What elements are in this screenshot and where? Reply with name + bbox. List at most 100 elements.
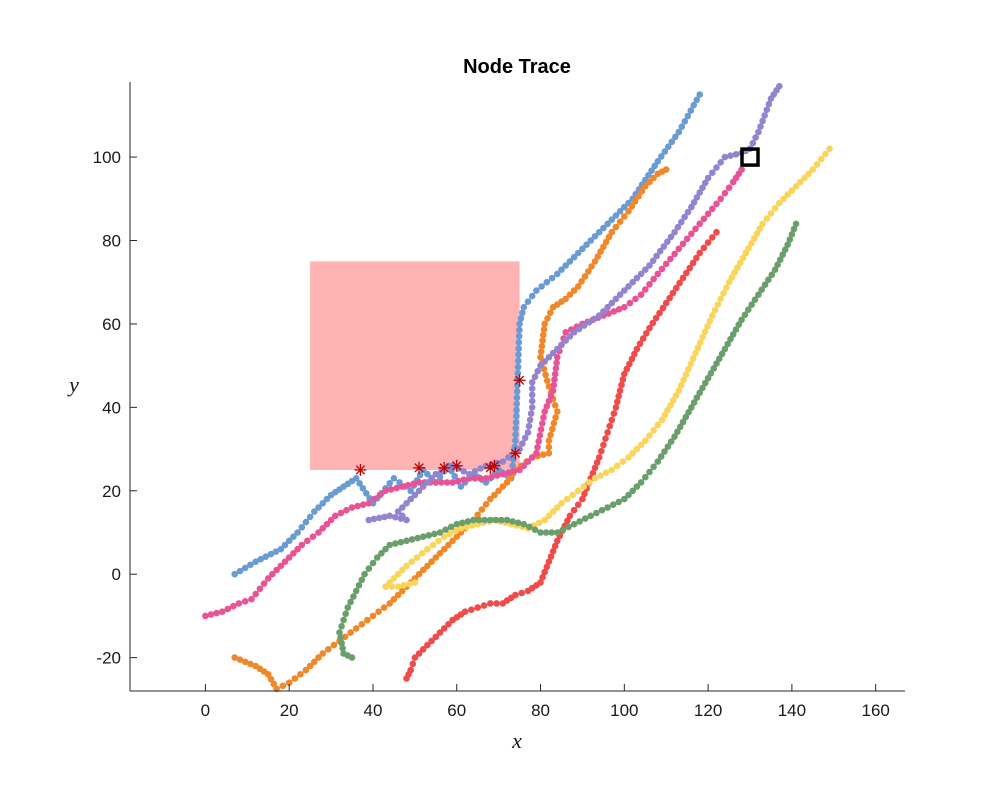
trace-point-3	[207, 611, 215, 618]
trace-point-4	[428, 475, 435, 482]
trace-point-4	[392, 513, 399, 521]
trace-point-4	[562, 337, 569, 344]
trace-point-7	[682, 413, 690, 421]
trace-point-4	[684, 208, 692, 216]
trace-point-3	[550, 381, 558, 389]
trace-point-7	[373, 554, 381, 561]
collision-marker	[509, 447, 522, 460]
trace-point-5	[704, 239, 712, 246]
trace-point-2	[540, 331, 547, 339]
trace-point-6	[756, 225, 764, 232]
trace-point-6	[685, 365, 692, 373]
trace-point-1	[696, 91, 704, 98]
trace-point-6	[637, 441, 645, 449]
trace-point-5	[626, 360, 633, 368]
trace-point-3	[540, 414, 547, 421]
trace-point-2	[547, 431, 554, 439]
trace-point-3	[545, 397, 553, 405]
trace-point-3	[713, 200, 720, 208]
trace-point-1	[621, 203, 628, 211]
trace-point-6	[694, 344, 702, 352]
trace-point-7	[386, 541, 394, 549]
trace-point-7	[347, 598, 354, 606]
trace-point-4	[407, 495, 415, 503]
trace-point-3	[621, 303, 628, 311]
trace-point-6	[408, 558, 416, 565]
trace-point-1	[311, 508, 318, 515]
trace-point-2	[319, 650, 327, 657]
trace-point-7	[679, 418, 687, 426]
trace-point-3	[309, 533, 317, 540]
trace-point-1	[323, 495, 331, 503]
trace-point-7	[657, 453, 665, 460]
trace-point-1	[457, 483, 465, 490]
trace-point-7	[340, 616, 347, 624]
trace-point-6	[646, 432, 653, 439]
trace-point-6	[813, 161, 821, 168]
trace-point-2	[394, 591, 402, 599]
trace-point-7	[554, 529, 561, 536]
trace-point-5	[549, 548, 557, 555]
y-tick-label: 100	[93, 148, 121, 167]
trace-point-5	[604, 429, 611, 436]
trace-point-5	[547, 553, 555, 560]
trace-point-7	[358, 576, 366, 584]
trace-point-3	[499, 470, 507, 478]
trace-point-6	[463, 523, 470, 531]
trace-point-2	[491, 491, 498, 499]
trace-point-4	[534, 367, 541, 375]
trace-point-7	[542, 529, 550, 536]
trace-point-1	[257, 555, 265, 563]
trace-point-7	[598, 506, 606, 514]
trace-point-3	[510, 468, 518, 475]
trace-point-3	[443, 479, 451, 486]
trace-point-7	[633, 483, 641, 490]
trace-point-5	[673, 284, 680, 292]
trace-point-1	[231, 570, 238, 578]
trace-point-3	[410, 480, 417, 488]
trace-point-2	[538, 342, 546, 350]
trace-point-4	[580, 322, 588, 329]
trace-point-3	[256, 585, 264, 593]
trace-point-6	[771, 204, 779, 212]
trace-point-6	[780, 195, 787, 203]
trace-point-3	[224, 605, 231, 613]
x-tick-label: 0	[201, 701, 210, 720]
trace-point-3	[654, 270, 662, 278]
trace-point-5	[493, 600, 500, 607]
trace-point-5	[551, 542, 559, 550]
trace-point-6	[723, 284, 730, 292]
trace-point-7	[625, 491, 632, 499]
trace-point-3	[354, 502, 361, 510]
trace-point-4	[545, 354, 553, 361]
trace-point-7	[459, 519, 466, 527]
trace-point-7	[671, 433, 678, 440]
trace-point-4	[693, 194, 701, 201]
trace-point-7	[674, 428, 681, 436]
trace-point-1	[690, 101, 697, 109]
trace-point-5	[574, 501, 582, 509]
trace-point-5	[424, 641, 431, 649]
trace-point-7	[646, 468, 653, 476]
trace-point-4	[755, 128, 762, 136]
trace-point-6	[563, 495, 571, 503]
trace-point-1	[583, 241, 590, 248]
trace-point-3	[290, 550, 297, 557]
trace-point-2	[585, 268, 592, 275]
trace-point-7	[593, 509, 600, 517]
trace-point-4	[759, 117, 766, 125]
trace-point-5	[461, 608, 469, 615]
trace-point-1	[574, 249, 582, 257]
trace-point-6	[767, 210, 775, 217]
trace-point-1	[241, 564, 249, 572]
trace-point-1	[277, 545, 285, 553]
trace-point-1	[352, 475, 360, 482]
trace-point-2	[608, 228, 616, 236]
trace-point-2	[311, 658, 318, 666]
trace-point-4	[521, 434, 529, 442]
trace-point-6	[797, 178, 804, 186]
trace-point-6	[394, 583, 402, 590]
trace-point-1	[424, 470, 431, 478]
trace-point-7	[704, 374, 712, 382]
trace-point-6	[745, 244, 752, 252]
